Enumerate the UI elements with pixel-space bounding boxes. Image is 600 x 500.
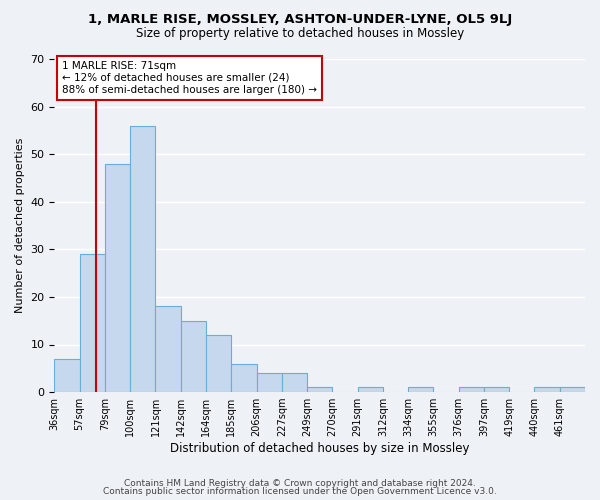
Text: Contains public sector information licensed under the Open Government Licence v3: Contains public sector information licen… [103,487,497,496]
Bar [231,364,257,392]
Bar [307,388,332,392]
Bar [257,373,282,392]
X-axis label: Distribution of detached houses by size in Mossley: Distribution of detached houses by size … [170,442,469,455]
Y-axis label: Number of detached properties: Number of detached properties [15,138,25,313]
Bar [458,388,484,392]
Text: Size of property relative to detached houses in Mossley: Size of property relative to detached ho… [136,28,464,40]
Bar [105,164,130,392]
Text: 1, MARLE RISE, MOSSLEY, ASHTON-UNDER-LYNE, OL5 9LJ: 1, MARLE RISE, MOSSLEY, ASHTON-UNDER-LYN… [88,12,512,26]
Text: 1 MARLE RISE: 71sqm
← 12% of detached houses are smaller (24)
88% of semi-detach: 1 MARLE RISE: 71sqm ← 12% of detached ho… [62,62,317,94]
Bar [484,388,509,392]
Bar [155,306,181,392]
Bar [130,126,155,392]
Bar [408,388,433,392]
Bar [358,388,383,392]
Bar [282,373,307,392]
Bar [206,335,231,392]
Bar [55,359,80,392]
Text: Contains HM Land Registry data © Crown copyright and database right 2024.: Contains HM Land Registry data © Crown c… [124,478,476,488]
Bar [535,388,560,392]
Bar [181,320,206,392]
Bar [560,388,585,392]
Bar [80,254,105,392]
